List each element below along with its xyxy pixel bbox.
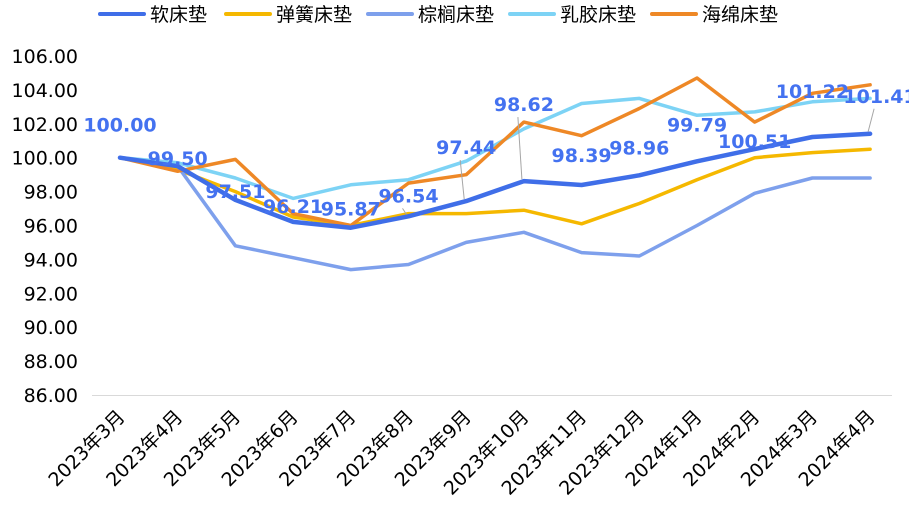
drop-lines — [119, 133, 871, 395]
x-axis: 2023年3月2023年4月2023年5月2023年6月2023年7月2023年… — [44, 395, 892, 500]
y-tick-label: 88.00 — [24, 351, 78, 373]
legend-label: 乳胶床垫 — [560, 4, 636, 26]
data-label: 98.96 — [609, 137, 669, 159]
legend-label: 软床垫 — [150, 4, 207, 26]
legend-label: 棕榈床垫 — [418, 4, 494, 26]
data-label: 99.50 — [148, 148, 208, 170]
y-tick-label: 100.00 — [12, 148, 78, 170]
legend-label: 弹簧床垫 — [276, 4, 352, 26]
y-tick-label: 98.00 — [24, 182, 78, 204]
label-leader — [867, 108, 875, 132]
data-label: 101.41 — [843, 86, 909, 108]
label-leader — [459, 160, 465, 200]
data-label: 95.87 — [321, 199, 381, 221]
data-label: 96.21 — [263, 196, 323, 218]
data-label: 98.39 — [552, 145, 612, 167]
legend-label: 海绵床垫 — [702, 4, 778, 26]
series-line-1 — [117, 131, 873, 230]
data-label: 96.54 — [378, 185, 438, 207]
y-tick-label: 92.00 — [24, 283, 78, 305]
label-leader — [402, 208, 407, 215]
data-label: 97.51 — [205, 181, 265, 203]
y-tick-label: 96.00 — [24, 216, 78, 238]
y-tick-label: 104.00 — [12, 80, 78, 102]
y-tick-label: 86.00 — [24, 385, 78, 407]
data-label: 101.22 — [776, 81, 849, 103]
plot-lines — [117, 76, 873, 272]
y-tick-label: 90.00 — [24, 317, 78, 339]
label-leader-lines — [402, 108, 875, 215]
y-tick-label: 94.00 — [24, 249, 78, 271]
series-line-3 — [118, 155, 872, 272]
label-leader — [517, 117, 523, 180]
y-axis: 86.00 88.00 90.00 92.00 94.00 96.00 98.00 100.0… — [12, 46, 78, 407]
y-tick-label: 102.00 — [12, 114, 78, 136]
data-label: 97.44 — [436, 137, 496, 159]
chart-legend: 软床垫 弹簧床垫 棕榈床垫 乳胶床垫 海绵床垫 — [98, 4, 778, 26]
data-label: 98.62 — [494, 94, 554, 116]
data-label: 100.51 — [718, 131, 791, 153]
series-line-2 — [118, 147, 872, 228]
data-label: 99.79 — [667, 114, 727, 136]
data-label: 100.00 — [83, 115, 156, 137]
series-line-5 — [118, 76, 872, 228]
y-tick-label: 106.00 — [12, 46, 78, 68]
series-line-4 — [118, 96, 872, 201]
